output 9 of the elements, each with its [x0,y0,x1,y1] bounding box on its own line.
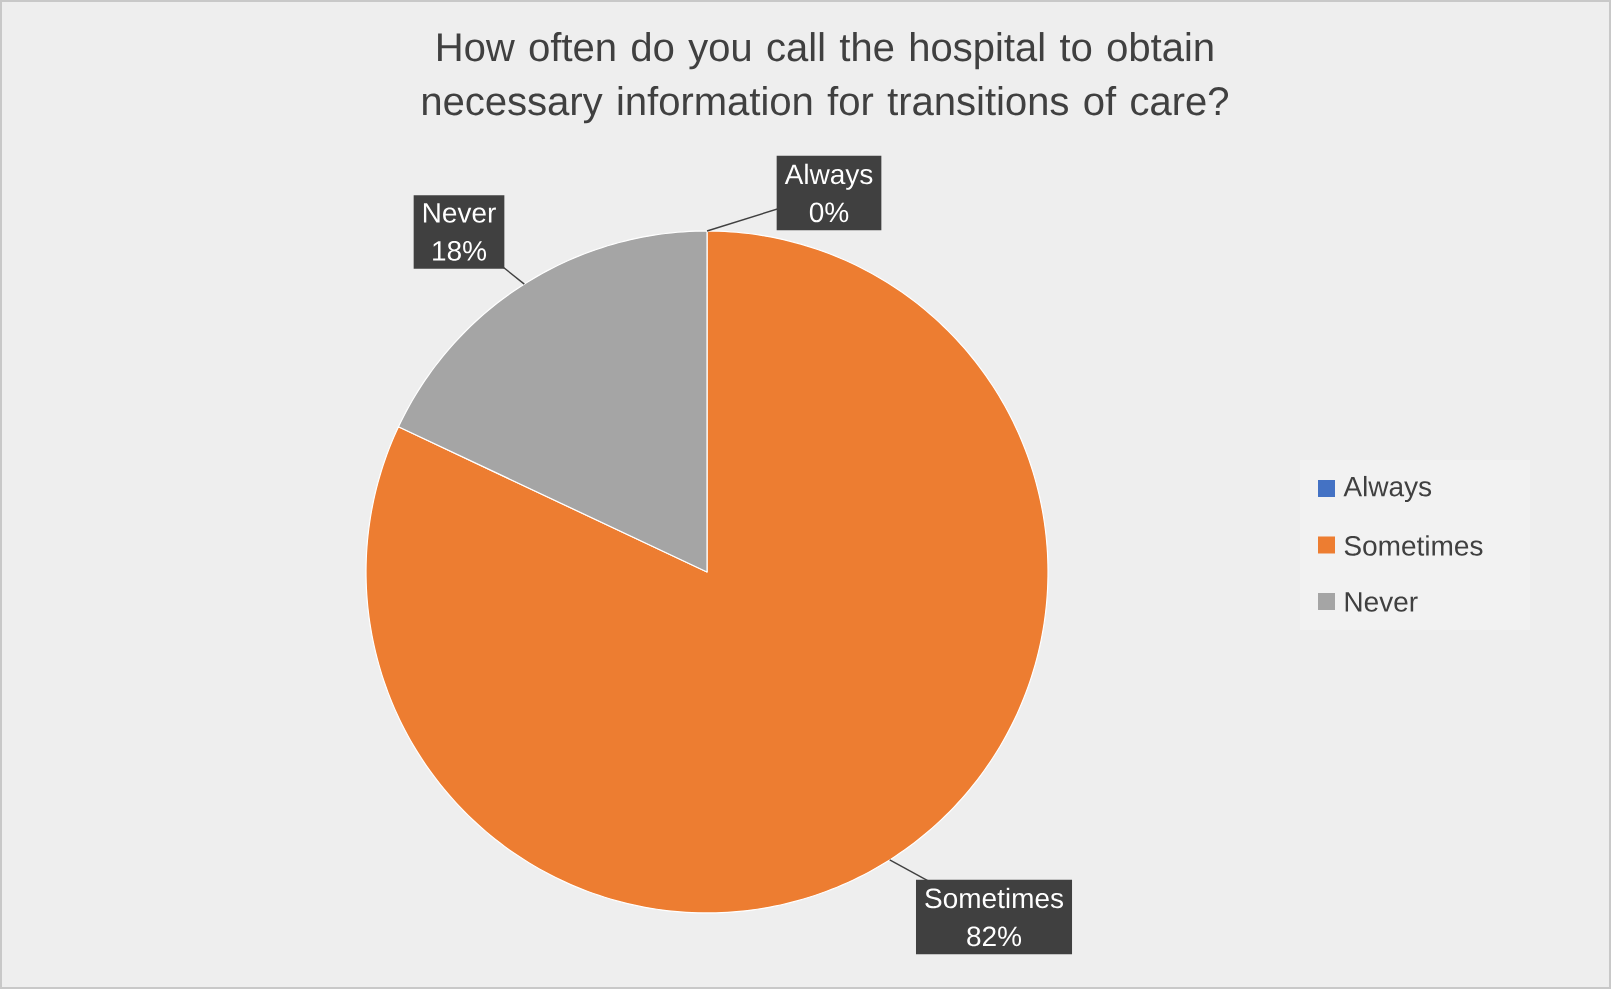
text: 0% [809,202,849,223]
legend-label: Never [1345,592,1418,612]
legend-label: Sometimes [1344,535,1483,556]
legend-label: Always [1343,475,1432,503]
slice-label: Never [423,203,496,223]
data-label: 82% [967,926,1022,947]
category-label: Always [784,163,873,190]
slice-label: Sometimes [925,887,1063,909]
chart-title: How often do you call the hospital to obtain necessary information for transitions of care? [423,32,1229,124]
